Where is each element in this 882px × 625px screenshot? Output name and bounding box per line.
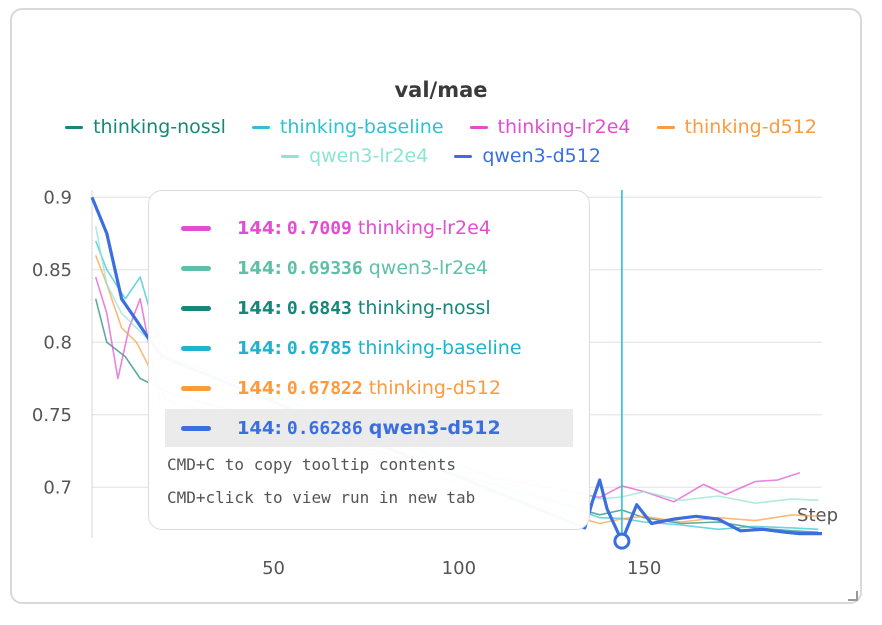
series-line-qwen3-lr2e4 bbox=[94, 226, 819, 505]
tooltip-row[interactable]: 144: 0.69336 qwen3-lr2e4 bbox=[165, 249, 573, 287]
legend-label: thinking-nossl bbox=[93, 116, 226, 138]
legend-label: thinking-d512 bbox=[684, 116, 817, 138]
tooltip-value: 0.6785 bbox=[286, 337, 352, 359]
tooltip-run-name: qwen3-d512 bbox=[368, 417, 501, 439]
y-tick-label: 0.85 bbox=[32, 260, 72, 281]
legend-label: qwen3-lr2e4 bbox=[309, 145, 429, 167]
hover-point-marker bbox=[613, 532, 631, 550]
hover-tooltip: CMD+C to copy tooltip contents CMD+click… bbox=[148, 190, 590, 530]
series-line-thinking-lr2e4 bbox=[94, 276, 801, 503]
legend-item[interactable]: thinking-nossl bbox=[65, 116, 226, 138]
tooltip-row[interactable]: 144: 0.66286 qwen3-d512 bbox=[165, 409, 573, 447]
tooltip-value: 0.67822 bbox=[286, 377, 363, 399]
tooltip-step: 144: bbox=[237, 257, 282, 279]
tooltip-value: 0.6843 bbox=[286, 297, 352, 319]
tooltip-step: 144: bbox=[237, 377, 282, 399]
legend-item[interactable]: thinking-baseline bbox=[251, 116, 444, 138]
tooltip-run-name: thinking-d512 bbox=[368, 377, 502, 399]
legend-item[interactable]: qwen3-lr2e4 bbox=[281, 145, 428, 167]
tooltip-row[interactable]: 144: 0.6785 thinking-baseline bbox=[165, 329, 573, 367]
x-tick-label: 150 bbox=[627, 558, 661, 579]
tooltip-run-name: thinking-lr2e4 bbox=[357, 217, 491, 239]
y-tick-label: 0.7 bbox=[43, 477, 72, 498]
legend-swatch bbox=[469, 125, 488, 129]
legend-swatch bbox=[656, 125, 675, 129]
legend-item[interactable]: qwen3-d512 bbox=[454, 145, 601, 167]
legend-swatch bbox=[65, 125, 84, 129]
chart-title: val/mae bbox=[394, 78, 488, 102]
legend-swatch bbox=[281, 154, 300, 158]
tooltip-hint-copy: CMD+C to copy tooltip contents bbox=[167, 455, 456, 474]
legend-swatch bbox=[454, 154, 473, 158]
legend-item[interactable]: thinking-lr2e4 bbox=[469, 116, 631, 138]
tooltip-step: 144: bbox=[237, 417, 282, 439]
tooltip-row[interactable]: 144: 0.67822 thinking-d512 bbox=[165, 369, 573, 407]
tooltip-step: 144: bbox=[237, 337, 282, 359]
tooltip-step: 144: bbox=[237, 297, 282, 319]
y-tick-label: 0.8 bbox=[43, 332, 72, 353]
legend-label: thinking-baseline bbox=[279, 116, 444, 138]
tooltip-value: 0.7009 bbox=[286, 217, 352, 239]
tooltip-value: 0.66286 bbox=[286, 417, 363, 439]
tooltip-run-name: thinking-nossl bbox=[357, 297, 491, 319]
tooltip-step: 144: bbox=[237, 217, 282, 239]
y-tick-label: 0.9 bbox=[43, 187, 72, 208]
legend-row: qwen3-lr2e4 qwen3-d512 bbox=[0, 145, 882, 167]
tooltip-swatch bbox=[181, 385, 211, 391]
x-tick-label: 50 bbox=[262, 558, 285, 579]
y-tick-label: 0.75 bbox=[32, 405, 72, 426]
tooltip-swatch bbox=[181, 305, 211, 311]
tooltip-swatch bbox=[181, 225, 211, 231]
tooltip-swatch bbox=[181, 425, 211, 431]
tooltip-hint-click: CMD+click to view run in new tab bbox=[167, 488, 476, 507]
legend-label: qwen3-d512 bbox=[482, 145, 601, 167]
tooltip-run-name: thinking-baseline bbox=[357, 337, 522, 359]
legend-row: thinking-nossl thinking-baseline thinking-… bbox=[0, 116, 882, 138]
series-line-qwen3-d512 bbox=[90, 196, 822, 543]
x-tick-label: 100 bbox=[442, 558, 476, 579]
tooltip-swatch bbox=[181, 345, 211, 351]
tooltip-swatch bbox=[181, 265, 211, 271]
tooltip-row[interactable]: 144: 0.7009 thinking-lr2e4 bbox=[165, 209, 573, 247]
resize-handle-icon[interactable] bbox=[848, 591, 858, 601]
tooltip-value: 0.69336 bbox=[286, 257, 363, 279]
legend-swatch bbox=[251, 125, 270, 129]
legend-item[interactable]: thinking-d512 bbox=[656, 116, 817, 138]
tooltip-row[interactable]: 144: 0.6843 thinking-nossl bbox=[165, 289, 573, 327]
series-line-thinking-d512 bbox=[94, 255, 819, 525]
tooltip-run-name: qwen3-lr2e4 bbox=[368, 257, 488, 279]
legend-label: thinking-lr2e4 bbox=[497, 116, 631, 138]
